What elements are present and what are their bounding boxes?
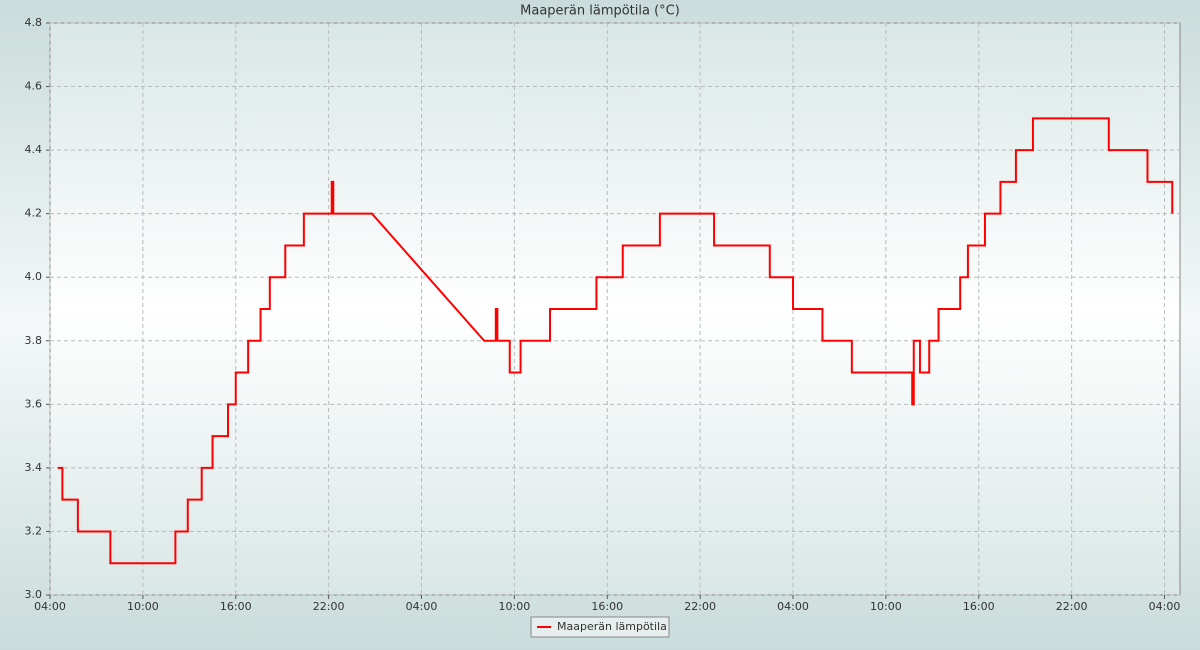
x-tick-label: 04:00 (406, 600, 438, 613)
x-tick-label: 10:00 (870, 600, 902, 613)
x-tick-label: 22:00 (1056, 600, 1088, 613)
y-tick-label: 4.8 (25, 16, 43, 29)
y-tick-label: 3.0 (25, 588, 43, 601)
data-line (57, 117, 1174, 565)
x-tick-label: 22:00 (684, 600, 716, 613)
x-tick-label: 16:00 (591, 600, 623, 613)
x-tick-label: 10:00 (127, 600, 159, 613)
x-tick-label: 04:00 (1149, 600, 1181, 613)
legend-label: Maaperän lämpötila (557, 620, 667, 633)
y-tick-label: 3.6 (25, 397, 43, 410)
y-tick-label: 3.2 (25, 524, 43, 537)
x-tick-label: 22:00 (313, 600, 345, 613)
y-tick-label: 4.6 (25, 80, 43, 93)
x-tick-label: 16:00 (220, 600, 252, 613)
y-tick-label: 4.4 (25, 143, 43, 156)
plot-area (49, 22, 1181, 596)
y-tick-label: 4.0 (25, 270, 43, 283)
y-tick-label: 3.4 (25, 461, 43, 474)
y-tick-label: 3.8 (25, 334, 43, 347)
x-tick-label: 04:00 (777, 600, 809, 613)
x-tick-label: 04:00 (34, 600, 66, 613)
chart-title: Maaperän lämpötila (°C) (520, 4, 680, 19)
y-tick-label: 4.2 (25, 207, 43, 220)
legend-box (530, 616, 670, 638)
x-tick-label: 10:00 (499, 600, 531, 613)
x-tick-label: 16:00 (963, 600, 995, 613)
